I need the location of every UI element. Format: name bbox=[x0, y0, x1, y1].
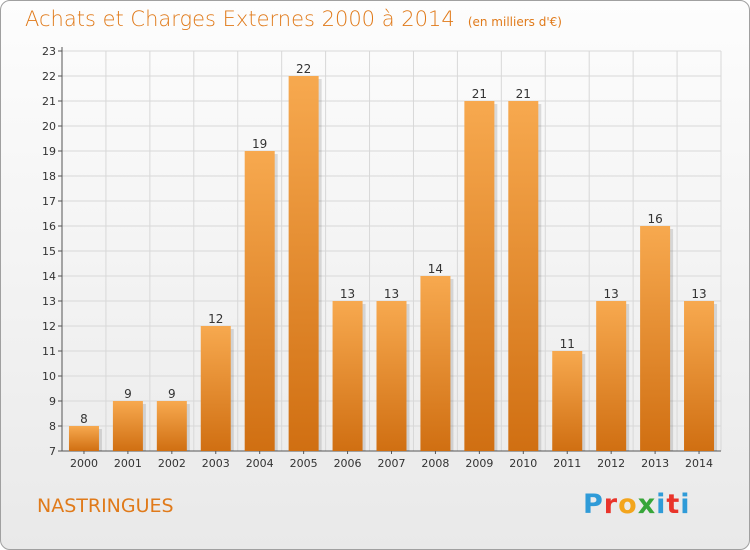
logo-letter: i bbox=[656, 489, 667, 520]
bar-value-label: 8 bbox=[80, 412, 88, 426]
bar bbox=[508, 101, 539, 451]
bar bbox=[156, 401, 187, 451]
bar-value-label: 13 bbox=[691, 287, 706, 301]
logo-letter: i bbox=[680, 489, 691, 520]
bar-value-label: 12 bbox=[208, 312, 223, 326]
bar bbox=[332, 301, 363, 451]
proxiti-logo[interactable]: Proxiti bbox=[583, 489, 691, 520]
bar-value-label: 19 bbox=[252, 137, 267, 151]
y-tick-label: 12 bbox=[42, 320, 56, 333]
bar-value-label: 21 bbox=[472, 87, 487, 101]
y-tick-label: 19 bbox=[42, 145, 56, 158]
bar-value-label: 21 bbox=[516, 87, 531, 101]
commune-name: NASTRINGUES bbox=[37, 495, 174, 517]
x-tick-label: 2002 bbox=[158, 457, 186, 470]
x-tick-label: 2005 bbox=[290, 457, 318, 470]
x-tick-label: 2004 bbox=[246, 457, 274, 470]
x-tick-label: 2003 bbox=[202, 457, 230, 470]
y-tick-label: 9 bbox=[49, 395, 56, 408]
x-tick-label: 2007 bbox=[378, 457, 406, 470]
x-tick-label: 2010 bbox=[509, 457, 537, 470]
chart-unit: (en milliers d'€) bbox=[467, 15, 562, 29]
bars: 8 9 9 12 19 22 13 13 14 21 21 11 13 16 13 bbox=[68, 62, 718, 451]
bar bbox=[112, 401, 143, 451]
logo-letter: r bbox=[603, 489, 619, 520]
bar bbox=[376, 301, 407, 451]
bar-value-label: 13 bbox=[340, 287, 355, 301]
y-tick-label: 21 bbox=[42, 95, 56, 108]
chart-title: Achats et Charges Externes 2000 à 2014 bbox=[25, 7, 455, 31]
y-tick-label: 11 bbox=[42, 345, 56, 358]
axes: 7 8 9 10 11 12 13 14 15 16 17 18 19 20 21 22 23 2000 2001 2… bbox=[42, 45, 721, 470]
x-tick-label: 2006 bbox=[334, 457, 362, 470]
x-tick-label: 2009 bbox=[465, 457, 493, 470]
y-tick-label: 7 bbox=[49, 445, 56, 458]
y-tick-label: 23 bbox=[42, 45, 56, 58]
logo-letter: x bbox=[637, 489, 657, 520]
bar-value-label: 11 bbox=[560, 337, 575, 351]
bar bbox=[464, 101, 495, 451]
bar-value-label: 13 bbox=[384, 287, 399, 301]
bar bbox=[596, 301, 627, 451]
bar-value-label: 22 bbox=[296, 62, 311, 76]
y-tick-label: 8 bbox=[49, 420, 56, 433]
x-tick-label: 2012 bbox=[597, 457, 625, 470]
bar bbox=[288, 76, 319, 451]
x-tick-label: 2008 bbox=[421, 457, 449, 470]
bar bbox=[552, 351, 583, 451]
y-tick-label: 15 bbox=[42, 245, 56, 258]
y-tick-label: 18 bbox=[42, 170, 56, 183]
bar bbox=[244, 151, 275, 451]
bar-value-label: 14 bbox=[428, 262, 443, 276]
bar-value-label: 16 bbox=[647, 212, 662, 226]
logo-letter: P bbox=[583, 489, 604, 520]
y-tick-label: 20 bbox=[42, 120, 56, 133]
bar bbox=[684, 301, 715, 451]
bar bbox=[420, 276, 451, 451]
x-tick-label: 2011 bbox=[553, 457, 581, 470]
bar bbox=[68, 426, 99, 451]
y-tick-label: 22 bbox=[42, 70, 56, 83]
chart-title-block: Achats et Charges Externes 2000 à 2014 (… bbox=[25, 7, 562, 31]
x-tick-label: 2000 bbox=[70, 457, 98, 470]
logo-letter: t bbox=[666, 489, 681, 520]
y-tick-label: 10 bbox=[42, 370, 56, 383]
y-tick-label: 16 bbox=[42, 220, 56, 233]
y-tick-label: 13 bbox=[42, 295, 56, 308]
bar-value-label: 13 bbox=[604, 287, 619, 301]
bar bbox=[640, 226, 671, 451]
x-tick-label: 2013 bbox=[641, 457, 669, 470]
bar-value-label: 9 bbox=[124, 387, 132, 401]
y-tick-label: 17 bbox=[42, 195, 56, 208]
y-tick-label: 14 bbox=[42, 270, 56, 283]
logo-letter: o bbox=[618, 489, 638, 520]
bar-value-label: 9 bbox=[168, 387, 176, 401]
x-tick-label: 2014 bbox=[685, 457, 713, 470]
bar bbox=[200, 326, 231, 451]
x-tick-label: 2001 bbox=[114, 457, 142, 470]
